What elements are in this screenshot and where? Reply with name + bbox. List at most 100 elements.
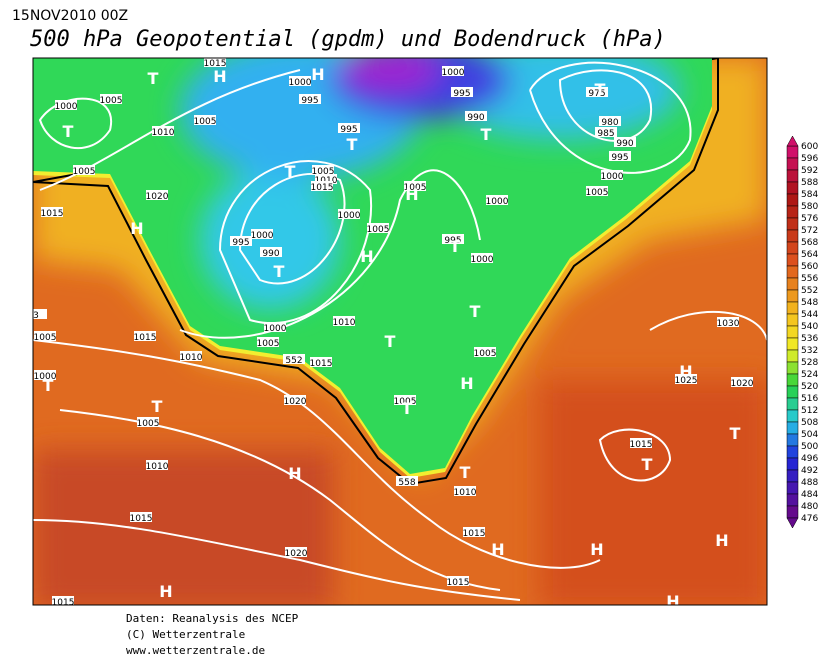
isobar-label: 1015 [310, 359, 333, 369]
colorbar-end [786, 517, 799, 529]
isobar-label: 995 [232, 238, 249, 248]
footer-line: Daten: Reanalysis des NCEP [126, 612, 299, 625]
colorbar-label: 512 [801, 406, 818, 416]
isobar-label: 1005 [194, 117, 217, 127]
isobar-label: 975 [588, 89, 605, 99]
isobar-label: 1030 [717, 319, 740, 329]
colorbar-bin [786, 277, 799, 291]
colorbar-bin [786, 373, 799, 387]
isobar-label: 1005 [394, 397, 417, 407]
colorbar-bin [786, 265, 799, 279]
label-bg [367, 223, 389, 233]
colorbar-label: 544 [801, 310, 818, 320]
isobar-label: 1015 [311, 183, 334, 193]
label-bg [34, 370, 56, 380]
colorbar-label: 600 [801, 142, 818, 152]
label-bg [264, 322, 286, 332]
colorbar-bin [786, 349, 799, 363]
label-bg [586, 186, 608, 196]
colorbar-bin [786, 409, 799, 423]
pressure-center: H [311, 65, 324, 84]
pressure-center: T [450, 237, 461, 256]
isobar-label: 1010 [454, 488, 477, 498]
colorbar-bin [786, 397, 799, 411]
label-bg [73, 165, 95, 175]
label-bg [442, 66, 464, 76]
isobar-label: 1000 [264, 324, 287, 334]
isobar-label: 990 [467, 113, 484, 123]
label-bg [311, 181, 333, 191]
isobar-label: 1005 [100, 96, 123, 106]
label-bg [338, 123, 360, 133]
label-bg [474, 347, 496, 357]
isobar-label: 1000 [338, 211, 361, 221]
colorbar-bin [786, 253, 799, 267]
colorbar-label: 532 [801, 346, 818, 356]
isobar-label: 995 [301, 96, 318, 106]
label-bg [404, 181, 426, 191]
colorbar: 600 596 592 588 584 580 576 572 568 564 560 556 552 5… [786, 135, 818, 529]
colorbar-label: 484 [801, 490, 818, 500]
label-bg [731, 377, 753, 387]
pressure-center: H [590, 540, 603, 559]
pressure-center: T [470, 302, 481, 321]
colorbar-label: 496 [801, 454, 818, 464]
label-bg [717, 317, 739, 327]
colorbar-label: 528 [801, 358, 818, 368]
label-bg [465, 111, 487, 121]
pressure-center: T [274, 262, 285, 281]
colorbar-bin [786, 325, 799, 339]
footer-line: www.wetterzentrale.de [126, 644, 265, 657]
colorbar-label: 592 [801, 166, 818, 176]
colorbar-label: 500 [801, 442, 818, 452]
isobar-label: 1015 [463, 529, 486, 539]
colorbar-label: 552 [801, 286, 818, 296]
colorbar-label: 596 [801, 154, 818, 164]
label-bg [134, 331, 156, 341]
pressure-center: H [491, 540, 504, 559]
colorbar-label: 508 [801, 418, 818, 428]
label-bg [595, 127, 617, 137]
label-bg [451, 87, 473, 97]
colorbar-label: 488 [801, 478, 818, 488]
colorbar-bin [786, 385, 799, 399]
colorbar-label: 492 [801, 466, 818, 476]
pressure-center: T [148, 69, 159, 88]
label-bg [251, 229, 273, 239]
isobar-label: 552 [285, 356, 302, 366]
colorbar-end [786, 135, 799, 147]
label-bg [310, 357, 332, 367]
isobar-label: 1020 [146, 192, 169, 202]
footer-line: (C) Wetterzentrale [126, 628, 245, 641]
colorbar-bin [786, 445, 799, 459]
colorbar-label: 504 [801, 430, 818, 440]
isobar-label: 980 [601, 118, 618, 128]
colorbar-label: 520 [801, 382, 818, 392]
pressure-center: T [152, 397, 163, 416]
map-title: 500 hPa Geopotential (gpdm) und Bodendru… [30, 27, 666, 52]
pressure-center: T [595, 80, 606, 99]
colorbar-bin [786, 505, 799, 519]
label-bg [146, 190, 168, 200]
isobar-label: 1025 [675, 376, 698, 386]
colorbar-bin [786, 433, 799, 447]
label-bg [333, 316, 355, 326]
colorbar-bin [786, 289, 799, 303]
pressure-center: H [159, 582, 172, 601]
colorbar-bin [786, 337, 799, 351]
label-bg [194, 115, 216, 125]
pressure-center: T [460, 463, 471, 482]
colorbar-label: 560 [801, 262, 818, 272]
label-bg [486, 195, 508, 205]
label-bg [137, 417, 159, 427]
pressure-center: H [460, 374, 473, 393]
colorbar-bin [786, 457, 799, 471]
label-bg [230, 236, 252, 246]
label-bg [285, 547, 307, 557]
label-bg [394, 395, 416, 405]
colorbar-bin [786, 421, 799, 435]
pressure-center: H [666, 592, 679, 611]
isobar-label: 985 [597, 129, 614, 139]
label-bg [41, 207, 63, 217]
